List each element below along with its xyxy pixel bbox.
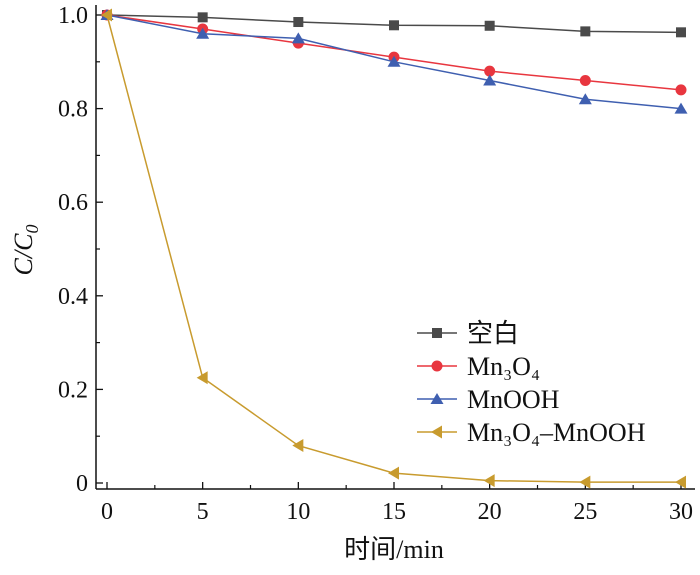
triangle-marker [291, 32, 305, 44]
legend-label: 空白 [467, 319, 519, 348]
legend: 空白 Mn₃O₄ MnOOH Mn₃O₄–MnOOH [417, 319, 646, 447]
y-tick-label: 0.6 [58, 190, 88, 216]
triangle-marker [196, 27, 210, 39]
x-tick-label: 25 [573, 499, 597, 525]
triangle-left-marker [101, 8, 112, 22]
square-marker [293, 17, 304, 28]
triangle-marker [578, 93, 592, 105]
triangle-left-marker [675, 475, 686, 489]
axes: 0 5 10 15 20 25 30 0 0.2 0.4 0.6 0.8 1.0 [58, 3, 695, 525]
triangle-left-marker [292, 439, 304, 453]
square-marker [197, 12, 208, 23]
series-line [106, 14, 681, 483]
legend-label: MnOOH [467, 385, 560, 414]
triangle-marker [387, 55, 401, 67]
triangle-marker [430, 393, 444, 404]
x-tick-label: 0 [101, 499, 113, 525]
square-marker [484, 20, 495, 31]
square-marker [432, 328, 442, 338]
y-axis-label: C/C0 [9, 225, 42, 276]
legend-item: MnOOH [417, 385, 560, 414]
triangle-marker [674, 102, 688, 114]
y-tick-label: 1.0 [58, 3, 88, 29]
series-3 [101, 8, 686, 489]
x-tick-label: 10 [286, 499, 310, 525]
x-tick-label: 30 [669, 499, 693, 525]
legend-item: Mn₃O₄–MnOOH [417, 418, 646, 447]
x-tick-label: 15 [382, 499, 406, 525]
square-marker [580, 26, 591, 37]
y-tick-label: 0 [76, 471, 88, 497]
legend-label: Mn₃O₄–MnOOH [467, 418, 646, 447]
circle-marker [675, 84, 687, 96]
series-group [100, 8, 688, 489]
triangle-left-marker [431, 425, 442, 439]
x-tick-label: 5 [197, 499, 209, 525]
y-tick-label: 0.2 [58, 377, 88, 403]
circle-marker [484, 65, 496, 77]
legend-label: Mn₃O₄ [467, 352, 540, 381]
circle-marker [579, 75, 591, 87]
y-tick-label: 0.8 [58, 97, 88, 123]
triangle-left-marker [196, 371, 208, 385]
x-axis-label: 时间/min [344, 535, 444, 564]
y-tick-label: 0.4 [58, 284, 88, 310]
series-0 [102, 10, 686, 38]
triangle-left-marker [579, 475, 591, 489]
square-marker [389, 20, 399, 31]
triangle-left-marker [388, 466, 399, 480]
legend-item: Mn₃O₄ [417, 352, 540, 381]
circle-marker [431, 360, 443, 372]
triangle-marker [483, 74, 497, 86]
x-tick-label: 20 [478, 499, 502, 525]
square-marker [676, 27, 686, 38]
triangle-left-marker [483, 474, 495, 488]
legend-item: 空白 [417, 319, 519, 348]
